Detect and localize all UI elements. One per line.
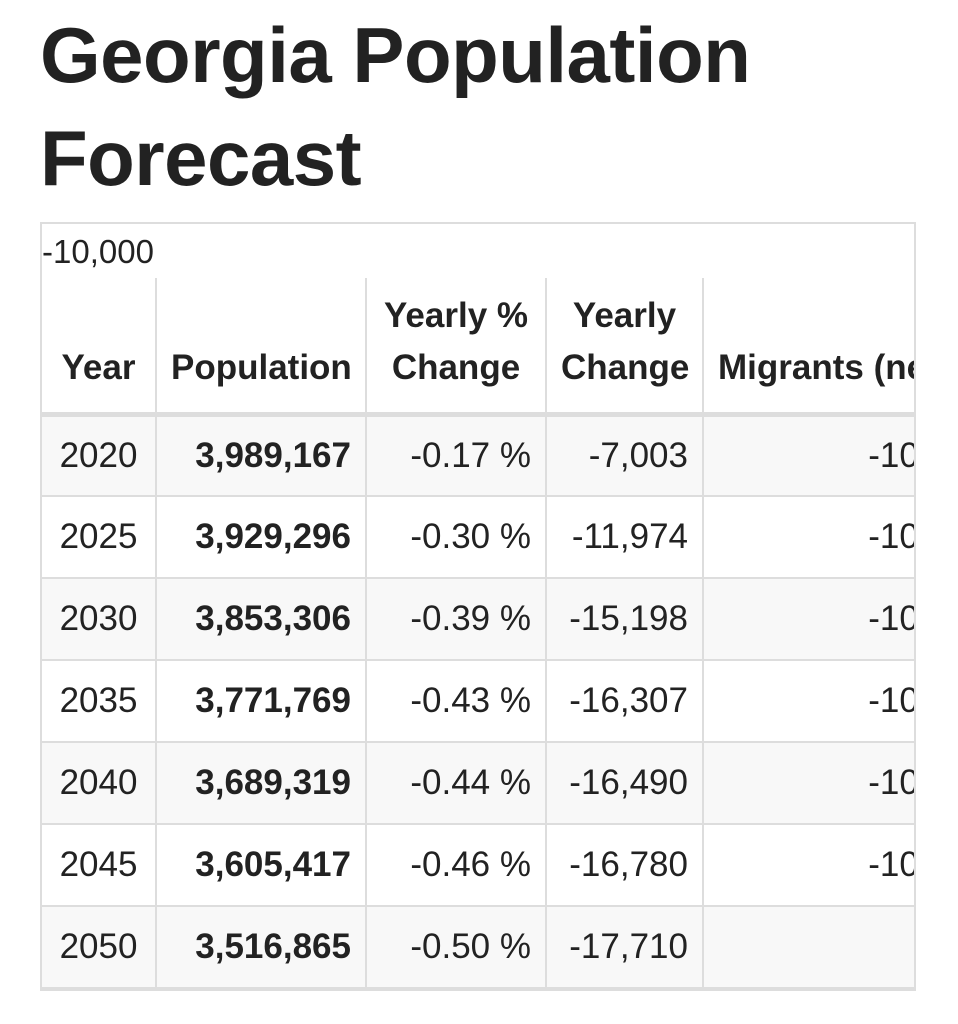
table-header-row: Year Population Yearly % Change Yearly C… [42, 278, 914, 417]
table-row: 2030 3,853,306 -0.39 % -15,198 -10,000 [42, 577, 914, 661]
cell-migrants: -10,000 [702, 741, 914, 825]
cell-yearly-pct-change: -0.44 % [365, 741, 547, 825]
cell-population: 3,516,865 [155, 905, 367, 989]
table-row: 2040 3,689,319 -0.44 % -16,490 -10,000 [42, 741, 914, 825]
cell-year: 2020 [42, 413, 157, 497]
cell-yearly-change: -7,003 [545, 413, 704, 497]
cell-migrants: -10,000 [702, 577, 914, 661]
cell-yearly-change: -15,198 [545, 577, 704, 661]
cell-year: 2030 [42, 577, 157, 661]
table-row: 2045 3,605,417 -0.46 % -16,780 -10,000 [42, 823, 914, 907]
forecast-table-container[interactable]: -10,000 Year Population Yearly % Change … [40, 222, 916, 991]
cell-yearly-change: -16,780 [545, 823, 704, 907]
header-year: Year [42, 278, 157, 417]
cell-yearly-pct-change: -0.46 % [365, 823, 547, 907]
cell-migrants: -10,000 [702, 659, 914, 743]
cell-migrants: -10,000 [702, 823, 914, 907]
cell-yearly-change: -16,307 [545, 659, 704, 743]
cell-yearly-pct-change: -0.30 % [365, 495, 547, 579]
cell-population: 3,605,417 [155, 823, 367, 907]
cell-population: 3,989,167 [155, 413, 367, 497]
cell-migrants: -10,000 [702, 495, 914, 579]
header-yearly-pct-change: Yearly % Change [365, 278, 547, 417]
table-row: 2035 3,771,769 -0.43 % -16,307 -10,000 [42, 659, 914, 743]
cell-yearly-change: -16,490 [545, 741, 704, 825]
table-row: 2020 3,989,167 -0.17 % -7,003 -10,000 [42, 413, 914, 497]
cell-yearly-change: -11,974 [545, 495, 704, 579]
caption-value: -10,000 [42, 233, 154, 270]
cell-migrants: -10,000 [702, 413, 914, 497]
cell-year: 2045 [42, 823, 157, 907]
table-row: 2025 3,929,296 -0.30 % -11,974 -10,000 [42, 495, 914, 579]
cell-yearly-pct-change: -0.50 % [365, 905, 547, 989]
header-population: Population [155, 278, 367, 417]
header-migrants: Migrants (net) [702, 278, 914, 417]
cell-year: 2025 [42, 495, 157, 579]
header-yearly-change: Yearly Change [545, 278, 704, 417]
table-row: 2050 3,516,865 -0.50 % -17,710 [42, 905, 914, 989]
cell-yearly-change: -17,710 [545, 905, 704, 989]
forecast-table: Year Population Yearly % Change Yearly C… [42, 278, 914, 989]
cell-year: 2050 [42, 905, 157, 989]
cell-migrants [702, 905, 914, 989]
cell-yearly-pct-change: -0.43 % [365, 659, 547, 743]
cell-yearly-pct-change: -0.17 % [365, 413, 547, 497]
cell-population: 3,853,306 [155, 577, 367, 661]
cell-yearly-pct-change: -0.39 % [365, 577, 547, 661]
page-title: Georgia Population Forecast [40, 11, 751, 202]
cell-year: 2035 [42, 659, 157, 743]
cell-population: 3,689,319 [155, 741, 367, 825]
cell-population: 3,771,769 [155, 659, 367, 743]
cell-year: 2040 [42, 741, 157, 825]
cell-population: 3,929,296 [155, 495, 367, 579]
